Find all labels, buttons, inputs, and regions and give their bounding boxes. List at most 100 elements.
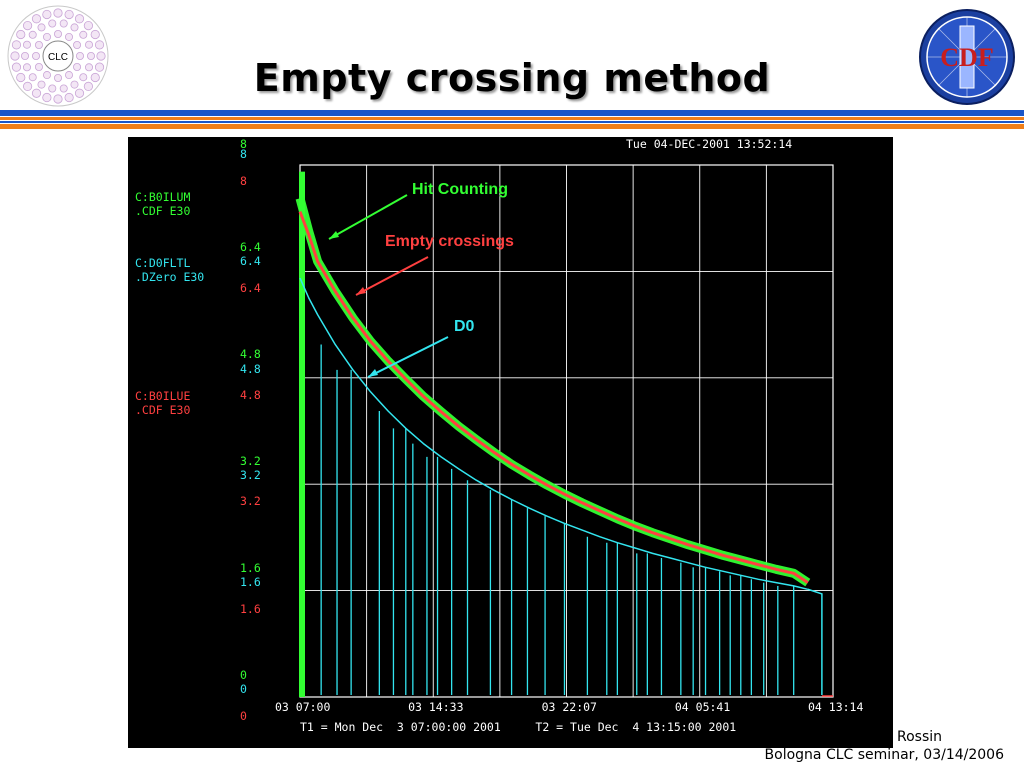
clc-fibre (79, 30, 88, 39)
y-tick-label: 0 (240, 682, 247, 696)
x-tick-label: 03 07:00 (275, 700, 330, 714)
clc-fibre (70, 80, 79, 89)
y-tick-label: 6.4 (240, 281, 261, 295)
x-tick-label: 03 22:07 (542, 700, 597, 714)
clc-fibre (43, 32, 52, 41)
arrowhead-d0 (368, 369, 378, 377)
blue-rule-thin (0, 121, 1024, 123)
channel-name: C:B0ILUE (135, 389, 190, 403)
clc-fibre (37, 80, 46, 89)
clc-fibre (28, 30, 37, 39)
channel-unit: .CDF E30 (135, 204, 190, 218)
series-line-red (298, 211, 809, 584)
clc-fibre (73, 41, 82, 50)
clc-fibre (42, 92, 52, 103)
clc-fibre (28, 73, 37, 82)
clc-logo: CLC (7, 5, 109, 107)
y-tick-label: 4.8 (240, 362, 261, 376)
footer: o Rossin Bologna CLC seminar, 03/14/2006 (765, 728, 1004, 764)
cdf-logo-text: CDF (940, 43, 993, 72)
annotation-hit-counting: Hit Counting (412, 181, 508, 198)
clc-fibre (76, 52, 85, 61)
clc-fibre (90, 29, 100, 40)
clc-fibre (83, 81, 94, 92)
clc-fibre (20, 52, 29, 61)
y-tick-label: 3.2 (240, 494, 261, 508)
annotation-empty-crossings: Empty crossings (385, 233, 514, 250)
y-tick-label: 8 (240, 174, 247, 188)
y-tick-label: 1.6 (240, 575, 261, 589)
orange-rule (0, 117, 1024, 120)
clc-fibre (11, 40, 22, 50)
arrow-hit-counting (328, 194, 408, 240)
y-tick-label: 8 (240, 137, 247, 151)
clc-fibre (22, 20, 33, 31)
clc-fibre (87, 52, 96, 61)
clc-fibre (85, 40, 94, 49)
arrowhead-hit-counting (329, 231, 339, 239)
blue-rule (0, 110, 1024, 116)
clc-fibre (22, 63, 31, 72)
clc-fibre (65, 32, 74, 41)
series-cyan-tail (807, 588, 823, 695)
clc-fibre (37, 23, 46, 32)
clc-fibre (22, 40, 31, 49)
channel-name: C:B0ILUM (135, 190, 190, 204)
clc-fibre (96, 51, 106, 61)
clc-fibre (16, 29, 26, 40)
x-tick-label: 04 05:41 (675, 700, 730, 714)
series-layer (295, 171, 833, 697)
footer-event: Bologna CLC seminar, 03/14/2006 (764, 747, 1004, 763)
clc-fibre (22, 81, 33, 92)
plot-screenshot: C:B0ILUM .CDF E30 C:D0FLTL .DZero E30 C:B0IL… (128, 137, 893, 748)
footer-author: o Rossin (883, 729, 942, 745)
clc-fibre (74, 88, 85, 98)
y-tick-label: 4.8 (240, 388, 261, 402)
y-tick-label: 4.8 (240, 347, 261, 361)
time-range-label: T1 = Mon Dec 3 07:00:00 2001 T2 = Tue De… (300, 720, 736, 734)
clc-fibre (53, 94, 63, 104)
arrowhead-empty-crossings (356, 287, 366, 295)
arrow-d0 (367, 336, 449, 378)
channel-unit: .CDF E30 (135, 403, 190, 417)
timestamp-label: Tue 04-DEC-2001 13:52:14 (626, 137, 792, 151)
clc-logo-text: CLC (48, 52, 68, 63)
clc-fibre (16, 72, 26, 83)
series-green-rampup (299, 171, 305, 697)
clc-fibre (10, 51, 20, 61)
orange-rule-thick (0, 124, 1024, 129)
clc-fibre (73, 63, 82, 72)
clc-fibre (83, 20, 94, 31)
series-line-cyan (299, 277, 808, 591)
y-tick-label: 1.6 (240, 561, 261, 575)
y-tick-label: 6.4 (240, 254, 261, 268)
clc-fibre (85, 63, 94, 72)
y-tick-label: 0 (240, 709, 247, 723)
clc-fibre (31, 52, 40, 61)
clc-fibre (70, 23, 79, 32)
clc-fibre (54, 74, 63, 83)
clc-fibre (59, 84, 68, 93)
clc-fibre (53, 8, 63, 18)
y-tick-label: 0 (240, 668, 247, 682)
clc-fibre (31, 88, 42, 98)
y-tick-label: 6.4 (240, 240, 261, 254)
clc-fibre (54, 29, 63, 38)
clc-fibre (11, 62, 22, 72)
clc-fibre (90, 72, 100, 83)
clc-fibre (48, 84, 57, 93)
clc-fibre (34, 63, 43, 72)
y-tick-label: 1.6 (240, 602, 261, 616)
cdf-logo: CDF (919, 9, 1015, 105)
clc-fibre (94, 62, 105, 72)
clc-fibre (64, 92, 74, 103)
clc-fibre (48, 19, 57, 28)
x-tick-label: 03 14:33 (408, 700, 463, 714)
channel-name: C:D0FLTL (135, 256, 190, 270)
clc-fibre (59, 19, 68, 28)
y-tick-label: 8 (240, 147, 247, 161)
x-tick-label: 04 13:14 (808, 700, 863, 714)
clc-fibre (65, 71, 74, 80)
